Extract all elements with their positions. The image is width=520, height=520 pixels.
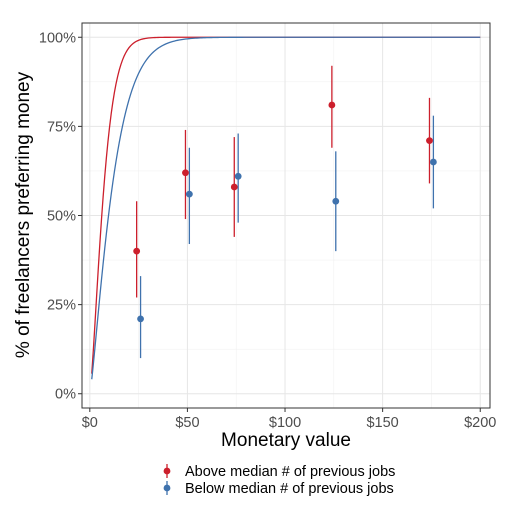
x-axis-title: Monetary value <box>221 430 351 451</box>
data-point <box>137 315 144 323</box>
data-point <box>426 137 433 145</box>
x-tick-label: $50 <box>175 415 199 431</box>
legend-label: Below median # of previous jobs <box>185 481 394 497</box>
y-tick-label: 100% <box>39 30 76 46</box>
y-axis-ticks: 0% 25% 50% 75% 100% <box>39 30 82 403</box>
y-tick-label: 0% <box>55 387 76 403</box>
y-tick-label: 50% <box>47 209 76 225</box>
data-point <box>185 190 193 198</box>
fit-curve <box>91 36 481 380</box>
x-tick-label: $150 <box>366 415 398 431</box>
data-point <box>328 101 336 109</box>
x-tick-label: $100 <box>269 415 301 431</box>
y-tick-label: 25% <box>47 298 76 314</box>
data-point <box>230 183 238 191</box>
data-point <box>133 247 141 255</box>
x-axis-ticks: $0 $50 $100 $150 $200 <box>82 408 496 431</box>
y-tick-label: 75% <box>47 119 76 135</box>
x-tick-label: $0 <box>82 415 98 431</box>
y-axis-title: % of freelancers preferring money <box>13 71 34 358</box>
data-points <box>133 101 437 323</box>
legend-key-point <box>163 467 171 475</box>
data-point <box>332 197 340 205</box>
data-point <box>429 158 437 166</box>
data-point <box>234 172 242 180</box>
x-tick-label: $200 <box>464 415 496 431</box>
fit-curves <box>91 36 481 380</box>
legend-key-point <box>163 484 171 492</box>
data-point <box>182 169 189 177</box>
legend-label: Above median # of previous jobs <box>185 464 395 480</box>
